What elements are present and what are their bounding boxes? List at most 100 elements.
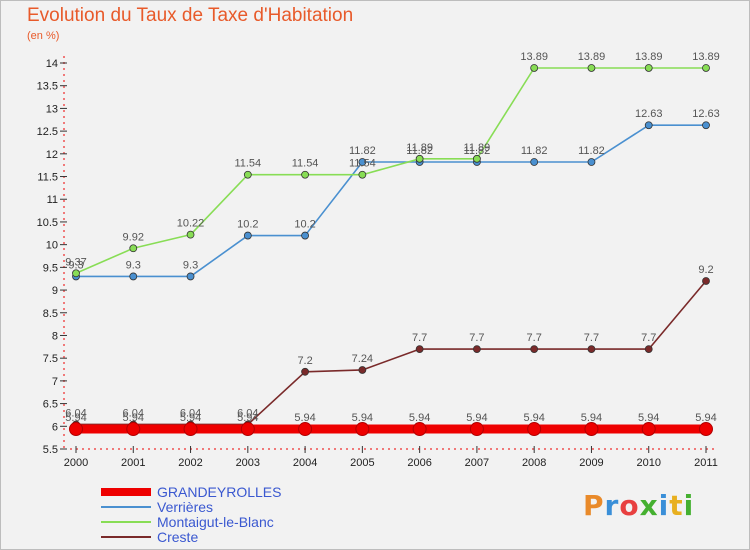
- x-tick-label: 2000: [64, 457, 88, 469]
- data-point: [587, 64, 596, 72]
- data-label: 11.82: [464, 145, 491, 157]
- y-tick-label: 8: [52, 330, 58, 342]
- data-label: 6.04: [123, 407, 144, 419]
- data-label: 5.94: [123, 412, 144, 424]
- data-point: [72, 269, 80, 278]
- data-label: 5.94: [638, 412, 659, 424]
- x-tick-label: 2005: [350, 457, 374, 469]
- data-label: 13.89: [578, 51, 606, 63]
- data-point: [469, 422, 484, 437]
- data-label: 13.89: [520, 51, 548, 63]
- data-label: 12.63: [692, 108, 720, 120]
- data-point: [644, 345, 653, 353]
- data-label: 10.2: [237, 219, 258, 231]
- y-tick-label: 6: [52, 421, 58, 433]
- data-point: [183, 422, 198, 437]
- data-point: [301, 367, 309, 376]
- legend-label: Verrières: [157, 499, 214, 515]
- logo-letter: r: [604, 489, 620, 522]
- data-point: [702, 64, 710, 72]
- data-point: [473, 154, 481, 163]
- y-tick-label: 9.5: [43, 262, 58, 274]
- x-tick-label: 2001: [121, 457, 145, 469]
- data-point: [243, 170, 252, 179]
- data-point: [186, 272, 195, 281]
- data-point: [527, 422, 542, 437]
- y-tick-label: 12.5: [37, 126, 58, 138]
- data-point: [699, 422, 713, 437]
- data-label: 5.94: [237, 412, 258, 424]
- legend-swatch: [101, 521, 151, 523]
- data-point: [641, 422, 656, 437]
- data-point: [473, 345, 481, 353]
- legend-label: Creste: [157, 529, 199, 545]
- logo-letter: i: [658, 489, 670, 522]
- data-point: [587, 345, 596, 353]
- data-label: 5.94: [409, 412, 430, 424]
- data-label: 9.2: [698, 264, 713, 276]
- logo-letter: P: [583, 489, 605, 522]
- data-label: 11.54: [234, 158, 261, 170]
- y-tick-label: 11.5: [37, 172, 58, 184]
- logo-letter: i: [683, 489, 695, 522]
- data-point: [530, 345, 539, 353]
- data-point: [702, 277, 710, 285]
- y-tick-label: 5.5: [43, 444, 58, 456]
- data-label: 6.04: [237, 407, 258, 419]
- data-point: [126, 422, 141, 437]
- y-tick-label: 13.5: [37, 81, 58, 93]
- data-label: 11.82: [578, 145, 605, 157]
- data-label: 9.3: [68, 259, 83, 271]
- y-tick-label: 7.5: [43, 353, 58, 365]
- y-tick-label: 10: [46, 240, 58, 252]
- y-tick-label: 7: [52, 376, 58, 388]
- data-label: 11.82: [406, 145, 433, 157]
- data-label: 9.92: [123, 231, 144, 243]
- data-label: 7.7: [412, 332, 427, 344]
- data-label: 10.22: [177, 218, 205, 230]
- data-label: 5.94: [180, 412, 201, 424]
- data-point: [644, 121, 653, 130]
- x-tick-label: 2008: [522, 457, 546, 469]
- y-tick-label: 8.5: [43, 308, 58, 320]
- data-label: 7.2: [297, 355, 312, 367]
- x-tick-label: 2004: [293, 457, 317, 469]
- data-label: 5.94: [466, 412, 487, 424]
- data-point: [240, 422, 255, 437]
- data-point: [301, 231, 309, 240]
- x-tick-label: 2010: [636, 457, 660, 469]
- data-point: [358, 170, 367, 179]
- legend-label: Montaigut-le-Blanc: [157, 514, 274, 530]
- data-label: 5.94: [65, 412, 86, 424]
- data-label: 7.7: [469, 332, 484, 344]
- data-label: 7.7: [641, 332, 656, 344]
- data-label: 6.04: [65, 407, 86, 419]
- data-point: [129, 244, 138, 253]
- legend-label: GRANDEYROLLES: [157, 484, 282, 500]
- data-point: [358, 158, 367, 166]
- y-tick-label: 14: [46, 58, 58, 70]
- data-label: 5.94: [352, 412, 373, 424]
- data-point: [530, 64, 539, 72]
- data-label: 13.89: [692, 51, 720, 63]
- y-tick-label: 10.5: [37, 217, 58, 229]
- data-label: 9.3: [183, 259, 198, 271]
- series-line: [75, 124, 707, 278]
- data-label: 7.7: [584, 332, 599, 344]
- data-label: 7.24: [352, 353, 373, 365]
- data-label: 11.89: [406, 142, 433, 154]
- data-point: [243, 231, 252, 240]
- data-point: [129, 272, 138, 281]
- y-tick-label: 11: [47, 194, 58, 206]
- data-label: 11.82: [349, 145, 376, 157]
- data-label: 10.2: [294, 219, 315, 231]
- legend-swatch: [101, 488, 151, 496]
- data-point: [412, 422, 427, 437]
- logo-letter: x: [639, 489, 659, 522]
- logo-letter: o: [619, 489, 640, 522]
- chart-unit: (en %): [27, 30, 60, 42]
- chart-title: Evolution du Taux de Taxe d'Habitation: [27, 5, 354, 26]
- data-label: 12.63: [635, 108, 663, 120]
- y-tick-label: 13: [46, 103, 58, 115]
